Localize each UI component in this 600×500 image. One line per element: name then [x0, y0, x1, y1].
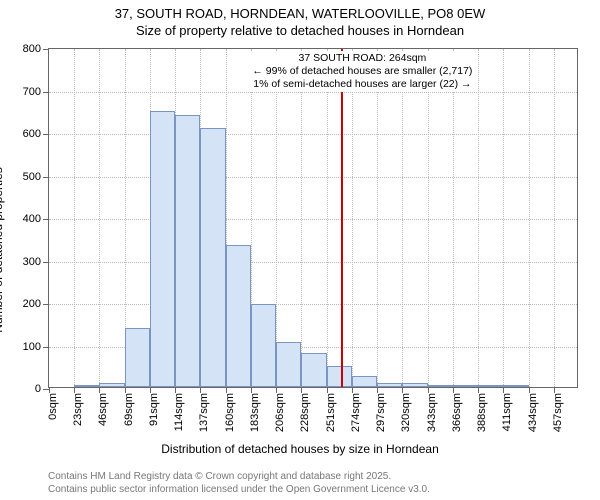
footer-line-2: Contains public sector information licen…	[48, 484, 430, 497]
plot-frame: 37 SOUTH ROAD: 264sqm ← 99% of detached …	[48, 48, 578, 388]
footer-line-1: Contains HM Land Registry data © Crown c…	[48, 471, 430, 484]
ytick-label: 300	[23, 256, 41, 268]
ytick-label: 400	[23, 213, 41, 225]
ytick	[43, 262, 49, 263]
chart-container: 37, SOUTH ROAD, HORNDEAN, WATERLOOVILLE,…	[0, 0, 600, 500]
xtick-label: 137sqm	[198, 354, 210, 393]
gridline-v	[301, 49, 302, 387]
xtick-label: 457sqm	[552, 354, 564, 393]
gridline-v	[352, 49, 353, 387]
plot-area: 37 SOUTH ROAD: 264sqm ← 99% of detached …	[48, 48, 578, 388]
annotation-line-3: 1% of semi-detached houses are larger (2…	[252, 78, 472, 91]
ytick	[43, 219, 49, 220]
ytick-label: 800	[23, 43, 41, 55]
marker-line	[341, 49, 343, 387]
xtick-label: 297sqm	[375, 354, 387, 393]
gridline-h	[49, 177, 577, 178]
gridline-v	[554, 49, 555, 387]
xtick-label: 366sqm	[451, 354, 463, 393]
ytick-label: 0	[35, 383, 41, 395]
xtick-label: 69sqm	[123, 360, 135, 393]
gridline-v	[99, 49, 100, 387]
xtick-label: 46sqm	[97, 360, 109, 393]
xtick-label: 320sqm	[400, 354, 412, 393]
xtick-label: 388sqm	[476, 354, 488, 393]
annotation-line-1: 37 SOUTH ROAD: 264sqm	[252, 52, 472, 65]
x-axis-label: Distribution of detached houses by size …	[0, 442, 600, 456]
title-line-2: Size of property relative to detached ho…	[0, 23, 600, 40]
ytick	[43, 347, 49, 348]
gridline-v	[503, 49, 504, 387]
ytick	[43, 134, 49, 135]
xtick-label: 343sqm	[426, 354, 438, 393]
ytick-label: 700	[23, 86, 41, 98]
ytick	[43, 304, 49, 305]
ytick-label: 500	[23, 171, 41, 183]
gridline-v	[377, 49, 378, 387]
title-line-1: 37, SOUTH ROAD, HORNDEAN, WATERLOOVILLE,…	[0, 6, 600, 23]
ytick-label: 600	[23, 128, 41, 140]
ytick	[43, 177, 49, 178]
y-axis-label: Number of detached properties	[0, 85, 13, 250]
ytick-label: 100	[23, 341, 41, 353]
gridline-h	[49, 219, 577, 220]
gridline-v	[327, 49, 328, 387]
xtick-label: 251sqm	[325, 354, 337, 393]
xtick-label: 160sqm	[224, 354, 236, 393]
xtick-label: 23sqm	[72, 360, 84, 393]
gridline-h	[49, 134, 577, 135]
ytick-label: 200	[23, 298, 41, 310]
footer: Contains HM Land Registry data © Crown c…	[48, 471, 430, 496]
xtick-label: 228sqm	[299, 354, 311, 393]
xtick-label: 0sqm	[47, 366, 59, 393]
xtick-label: 206sqm	[274, 354, 286, 393]
gridline-v	[478, 49, 479, 387]
gridline-v	[276, 49, 277, 387]
gridline-v	[74, 49, 75, 387]
annotation-line-2: ← 99% of detached houses are smaller (2,…	[252, 65, 472, 78]
xtick-label: 114sqm	[173, 355, 185, 393]
bar	[175, 115, 200, 387]
ytick	[43, 49, 49, 50]
gridline-h	[49, 304, 577, 305]
ytick	[43, 92, 49, 93]
xtick-label: 434sqm	[527, 354, 539, 393]
chart-title: 37, SOUTH ROAD, HORNDEAN, WATERLOOVILLE,…	[0, 0, 600, 40]
gridline-v	[453, 49, 454, 387]
gridline-v	[402, 49, 403, 387]
xtick-label: 91sqm	[148, 360, 160, 393]
gridline-v	[428, 49, 429, 387]
xtick-label: 274sqm	[350, 354, 362, 393]
xtick-label: 411sqm	[501, 355, 513, 393]
annotation-box: 37 SOUTH ROAD: 264sqm ← 99% of detached …	[250, 51, 474, 92]
bar	[150, 111, 175, 387]
gridline-v	[529, 49, 530, 387]
bar	[200, 128, 225, 387]
gridline-h	[49, 262, 577, 263]
xtick-label: 183sqm	[249, 354, 261, 393]
